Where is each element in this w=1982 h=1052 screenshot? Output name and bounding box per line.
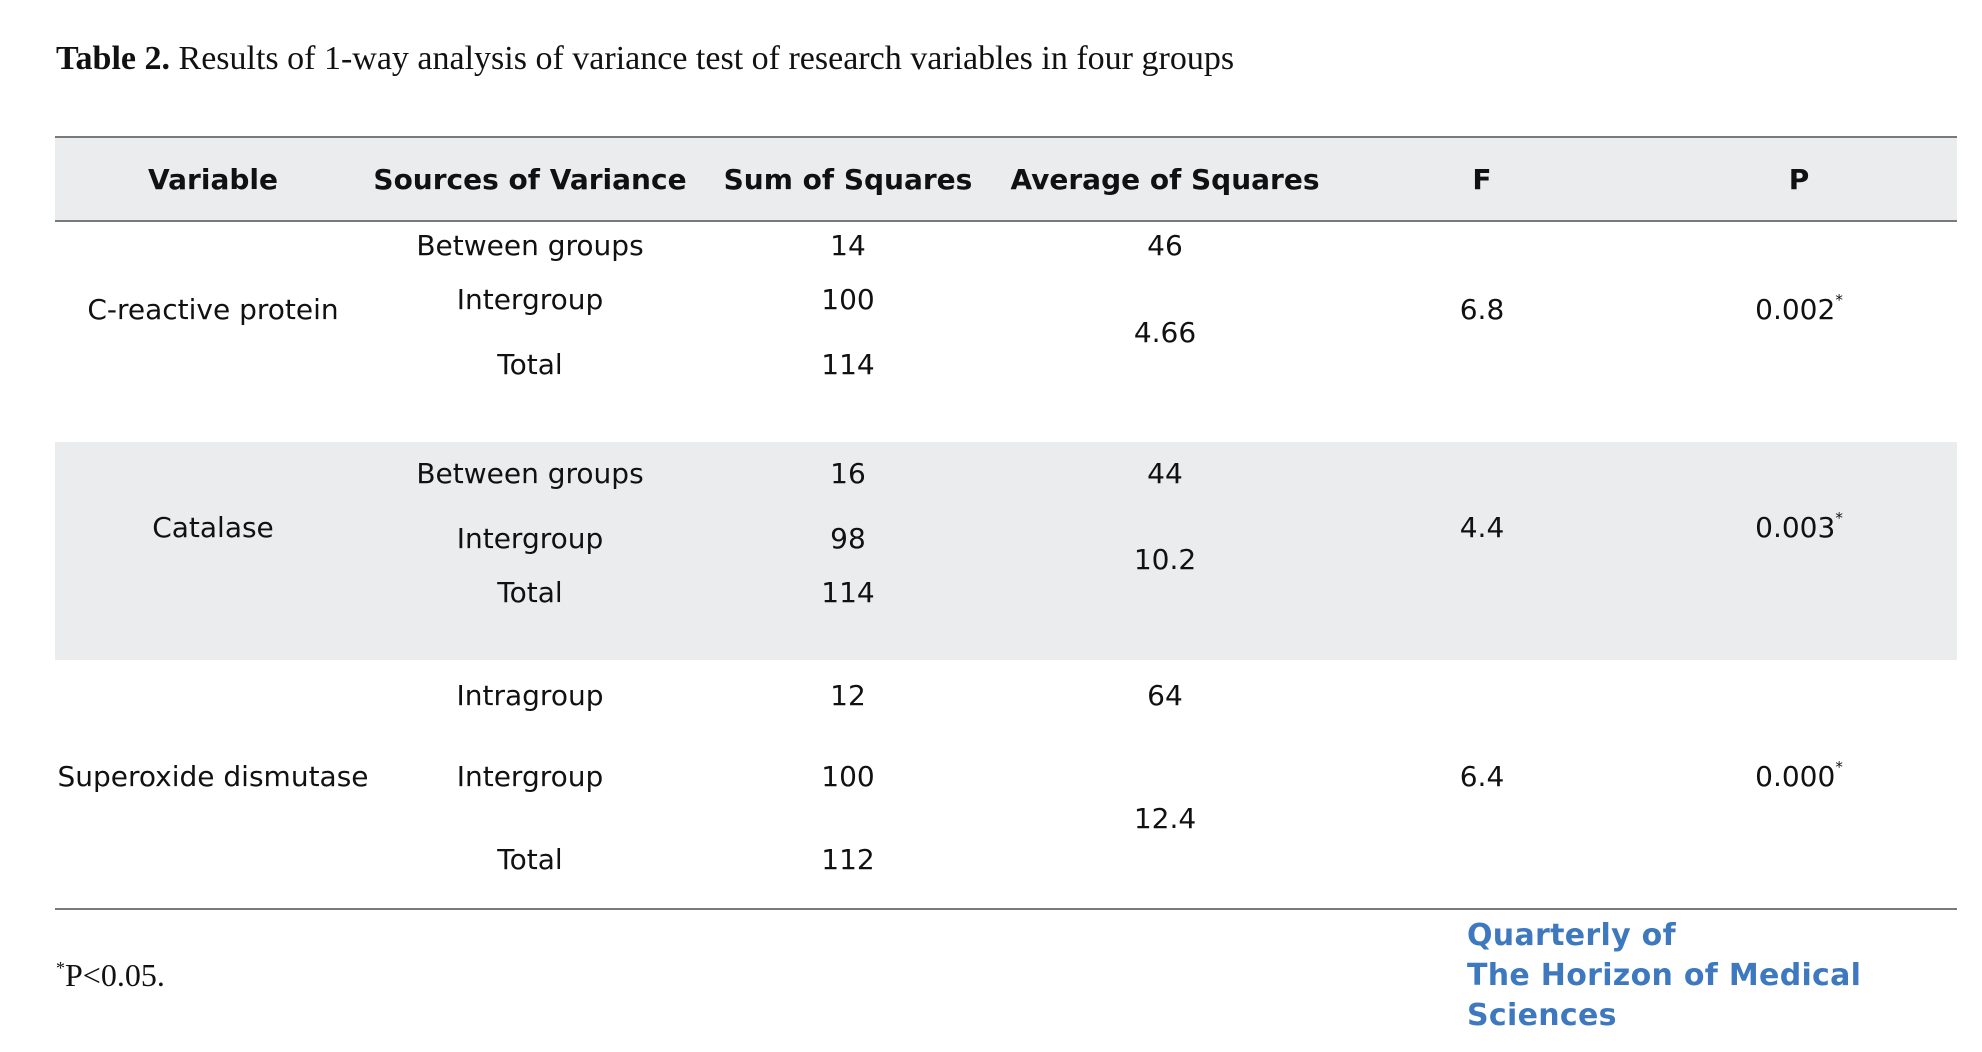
table-top-rule	[55, 136, 1957, 138]
source-cell: Between groups	[416, 229, 644, 262]
header-rule	[55, 220, 1957, 222]
source-cell: Total	[497, 348, 563, 381]
p-value-cell: 0.000*	[1641, 759, 1957, 795]
source-cell: Intergroup	[456, 283, 604, 316]
average-cell: 44	[1147, 457, 1183, 490]
table-caption: Table 2. Results of 1-way analysis of va…	[56, 40, 1234, 78]
variable-name: Catalase	[152, 511, 274, 544]
footnote: *P<0.05.	[56, 957, 165, 994]
variable-name: Superoxide dismutase	[57, 760, 369, 793]
anova-table: Variable Sources of Variance Sum of Squa…	[55, 136, 1957, 910]
header-variable: Variable	[148, 162, 278, 196]
sum-cell: 100	[821, 283, 875, 316]
f-value: 6.4	[1459, 760, 1505, 793]
journal-logo: Quarterly of The Horizon of Medical Scie…	[1467, 916, 1982, 1036]
table-header-row: Variable Sources of Variance Sum of Squa…	[55, 138, 1957, 220]
significance-mark: *	[1835, 758, 1843, 776]
footnote-text: P<0.05.	[65, 957, 165, 993]
table-row-group-sod: Superoxide dismutase Intragroup Intergro…	[55, 660, 1957, 908]
sum-cell: 114	[821, 576, 875, 609]
p-value: 0.000	[1755, 760, 1836, 793]
source-cell: Between groups	[416, 457, 644, 490]
table-title: Results of 1-way analysis of variance te…	[178, 40, 1235, 77]
sum-cell: 100	[821, 760, 875, 793]
average-cell: 12.4	[1133, 802, 1197, 835]
table-bottom-rule	[55, 908, 1957, 910]
source-cell: Intergroup	[456, 522, 604, 555]
average-cell: 10.2	[1133, 543, 1197, 576]
sum-cell: 14	[830, 229, 866, 262]
p-value: 0.003	[1755, 511, 1836, 544]
header-sources: Sources of Variance	[373, 162, 687, 196]
source-cell: Total	[497, 576, 563, 609]
p-value-cell: 0.002*	[1641, 292, 1957, 328]
header-f: F	[1472, 162, 1492, 196]
header-sum-of-squares: Sum of Squares	[723, 162, 973, 196]
significance-mark: *	[1835, 291, 1843, 309]
p-value-cell: 0.003*	[1641, 510, 1957, 546]
table-label: Table 2.	[56, 40, 171, 77]
sum-cell: 98	[830, 522, 866, 555]
p-value: 0.002	[1755, 293, 1836, 326]
sum-cell: 112	[821, 843, 875, 876]
variable-name: C-reactive protein	[87, 293, 339, 326]
average-cell: 4.66	[1133, 316, 1197, 349]
f-value: 6.8	[1459, 293, 1505, 326]
average-cell: 46	[1147, 229, 1183, 262]
average-cell: 64	[1147, 679, 1183, 712]
header-average-of-squares: Average of Squares	[1010, 162, 1320, 196]
table-row-group-crp: C-reactive protein Between groups Interg…	[55, 222, 1957, 442]
footnote-mark: *	[56, 958, 65, 978]
f-value: 4.4	[1459, 511, 1505, 544]
table-row-group-catalase: Catalase Between groups Intergroup Total…	[55, 442, 1957, 660]
logo-line-1: Quarterly of	[1467, 918, 1676, 953]
header-p: P	[1788, 162, 1810, 196]
sum-cell: 16	[830, 457, 866, 490]
sum-cell: 12	[830, 679, 866, 712]
sum-cell: 114	[821, 348, 875, 381]
source-cell: Intergroup	[456, 760, 604, 793]
source-cell: Total	[497, 843, 563, 876]
source-cell: Intragroup	[456, 679, 604, 712]
logo-line-2: The Horizon of Medical Sciences	[1467, 958, 1862, 1033]
significance-mark: *	[1835, 509, 1843, 527]
